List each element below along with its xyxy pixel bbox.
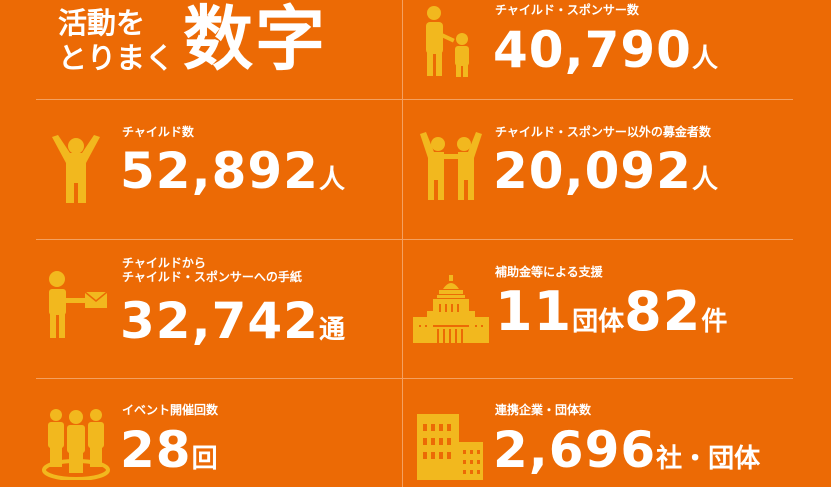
stat-label: チャイルド数 [122,125,194,139]
stat-unit: 人 [691,165,718,195]
stat-value: 32,742通 [120,293,345,358]
stat-label: チャイルド・スポンサー以外の募金者数 [495,125,711,139]
row-divider [36,99,793,100]
stat-label: チャイルドから チャイルド・スポンサーへの手紙 [122,256,302,284]
stat-unit: 人 [318,165,345,195]
stat-value: 20,092人 [493,143,718,208]
stat-value: 2,696社・団体 [493,422,760,487]
stat-label-line2: チャイルド・スポンサーへの手紙 [122,270,302,284]
buildings-icon [417,414,483,480]
stat-value: 40,790人 [493,22,718,87]
row-divider [36,239,793,240]
diet-building-icon [413,275,489,343]
stat-label: チャイルド・スポンサー数 [495,3,639,17]
stat-number: 20,092 [493,142,692,200]
title-small: 活動を とりまく [58,6,174,76]
stat-label-line1: チャイルドから [122,256,206,270]
stat-number: 40,790 [493,21,692,79]
stat-number: 28 [120,421,192,479]
row-divider [36,378,793,379]
stat-unit: 件 [701,307,728,337]
stat-number: 2,696 [493,421,657,479]
stat-label: 補助金等による支援 [495,265,603,279]
stat-label: イベント開催回数 [122,403,219,417]
stat-unit: 回 [191,444,218,474]
stat-number: 32,742 [120,292,319,350]
stat-value: 11団体82件 [495,284,727,350]
letter-icon [49,271,108,338]
stat-value: 28回 [120,422,218,487]
column-divider [402,0,403,487]
stat-unit: 人 [691,44,718,74]
stat-unit: 通 [318,315,345,345]
stat-unit: 団体 [572,307,625,337]
stat-number: 52,892 [120,142,319,200]
title-big: 数字 [183,0,327,80]
title-line1: 活動を [58,6,146,40]
title-line2: とりまく [58,41,175,75]
stat-value: 52,892人 [120,143,345,208]
parent-child-icon [426,6,469,77]
stat-number: 82 [624,280,702,343]
stat-label: 連携企業・団体数 [495,403,592,417]
group-icon [42,409,110,480]
two-people-icon [420,132,482,200]
stat-unit: 社・団体 [656,444,761,474]
child-arms-up-icon [52,135,100,203]
stat-number: 11 [495,280,573,343]
